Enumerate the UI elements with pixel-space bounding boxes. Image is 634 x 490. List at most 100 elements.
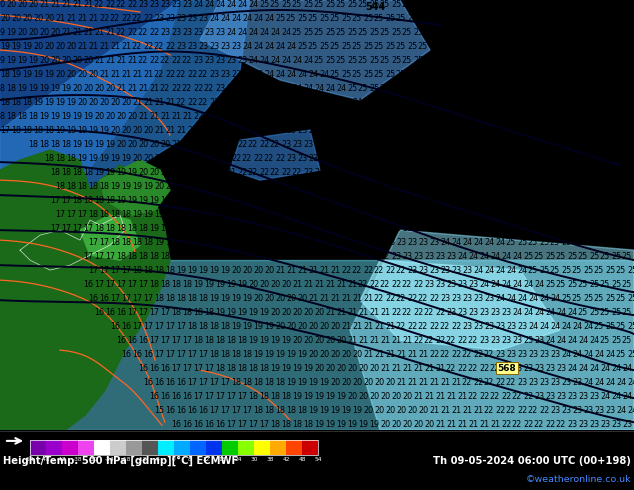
Text: 25: 25 <box>380 112 390 121</box>
Text: 23: 23 <box>193 55 203 65</box>
Text: 18: 18 <box>83 168 93 176</box>
Text: 25: 25 <box>319 14 329 23</box>
Text: 24: 24 <box>314 112 324 121</box>
Text: 19: 19 <box>369 420 379 429</box>
Text: 22: 22 <box>490 392 500 401</box>
Text: 23: 23 <box>407 238 417 246</box>
Text: 21: 21 <box>231 182 241 191</box>
Text: 23: 23 <box>473 294 483 303</box>
Text: 23: 23 <box>281 140 291 148</box>
Text: 19: 19 <box>281 336 291 344</box>
Text: 17: 17 <box>83 223 93 233</box>
Text: 21: 21 <box>270 252 280 261</box>
Text: 20: 20 <box>39 27 49 37</box>
Text: 20: 20 <box>50 27 60 37</box>
Text: 22: 22 <box>380 252 390 261</box>
Text: 25: 25 <box>561 125 571 135</box>
Text: 25: 25 <box>292 27 302 37</box>
Text: 25: 25 <box>380 0 390 8</box>
Text: 17: 17 <box>110 294 120 303</box>
Text: 23: 23 <box>303 168 313 176</box>
Text: 25: 25 <box>297 42 307 50</box>
Text: 17: 17 <box>187 378 197 387</box>
Text: 22: 22 <box>363 266 373 274</box>
Text: 25: 25 <box>528 238 538 246</box>
Text: 20: 20 <box>259 280 269 289</box>
Text: 25: 25 <box>468 0 478 8</box>
Text: 24: 24 <box>248 55 258 65</box>
Text: 25: 25 <box>605 266 615 274</box>
Text: 23: 23 <box>468 280 478 289</box>
Text: 21: 21 <box>385 321 395 331</box>
Text: 25: 25 <box>627 294 634 303</box>
Text: 25: 25 <box>413 55 423 65</box>
Text: 22: 22 <box>413 336 423 344</box>
Text: 23: 23 <box>242 70 252 78</box>
Text: 23: 23 <box>160 0 170 8</box>
Text: 23: 23 <box>341 153 351 163</box>
Text: 20: 20 <box>303 308 313 317</box>
Text: 22: 22 <box>264 153 274 163</box>
Text: 19: 19 <box>242 321 252 331</box>
Text: 21: 21 <box>380 364 390 373</box>
Text: 19: 19 <box>171 252 181 261</box>
Text: 25: 25 <box>594 321 604 331</box>
Text: 22: 22 <box>429 350 439 359</box>
Text: 25: 25 <box>308 42 318 50</box>
Text: 25: 25 <box>539 153 549 163</box>
Text: 23: 23 <box>297 125 307 135</box>
Text: 20: 20 <box>94 84 104 93</box>
Text: 19: 19 <box>33 70 43 78</box>
Text: 25: 25 <box>583 238 593 246</box>
Text: 25: 25 <box>490 0 500 8</box>
Text: 19: 19 <box>94 168 104 176</box>
Text: Height/Temp. 500 hPa [gdmp][°C] ECMWF: Height/Temp. 500 hPa [gdmp][°C] ECMWF <box>3 456 238 466</box>
Text: 25: 25 <box>457 84 467 93</box>
Text: 24: 24 <box>583 350 593 359</box>
Text: 19: 19 <box>138 196 148 205</box>
Text: 19: 19 <box>39 84 49 93</box>
Text: 21: 21 <box>352 294 362 303</box>
Text: 19: 19 <box>330 406 340 415</box>
Text: 21: 21 <box>94 55 104 65</box>
Text: 23: 23 <box>264 125 274 135</box>
Text: 21: 21 <box>330 294 340 303</box>
Text: 19: 19 <box>336 392 346 401</box>
Text: 18: 18 <box>204 308 214 317</box>
Text: 24: 24 <box>594 350 604 359</box>
Text: 21: 21 <box>462 406 472 415</box>
Text: 25: 25 <box>281 0 291 8</box>
Text: 25: 25 <box>523 84 533 93</box>
Text: 19: 19 <box>17 84 27 93</box>
Text: 25: 25 <box>528 153 538 163</box>
Text: 21: 21 <box>116 84 126 93</box>
Text: 21: 21 <box>215 196 225 205</box>
Text: 24: 24 <box>473 238 483 246</box>
Text: 17: 17 <box>248 420 258 429</box>
Text: 20: 20 <box>220 210 230 219</box>
Text: 23: 23 <box>176 42 186 50</box>
Text: 17: 17 <box>105 280 115 289</box>
Text: 25: 25 <box>490 84 500 93</box>
Text: 25: 25 <box>616 125 626 135</box>
Text: 22: 22 <box>187 98 197 106</box>
Text: 19: 19 <box>110 153 120 163</box>
Text: 25: 25 <box>336 0 346 8</box>
Text: 25: 25 <box>528 14 538 23</box>
Text: 23: 23 <box>253 98 263 106</box>
Text: 25: 25 <box>462 125 472 135</box>
Text: 25: 25 <box>501 112 511 121</box>
Text: 23: 23 <box>231 98 241 106</box>
Text: 19: 19 <box>154 210 164 219</box>
Text: 19: 19 <box>33 98 43 106</box>
Text: 25: 25 <box>517 182 527 191</box>
Text: 25: 25 <box>440 14 450 23</box>
Text: 25: 25 <box>556 0 566 8</box>
Text: 22: 22 <box>347 223 357 233</box>
Text: 20: 20 <box>352 378 362 387</box>
Text: 20: 20 <box>149 168 159 176</box>
Text: 23: 23 <box>220 70 230 78</box>
Text: 19: 19 <box>248 336 258 344</box>
Text: 20: 20 <box>341 350 351 359</box>
Text: 25: 25 <box>605 294 615 303</box>
